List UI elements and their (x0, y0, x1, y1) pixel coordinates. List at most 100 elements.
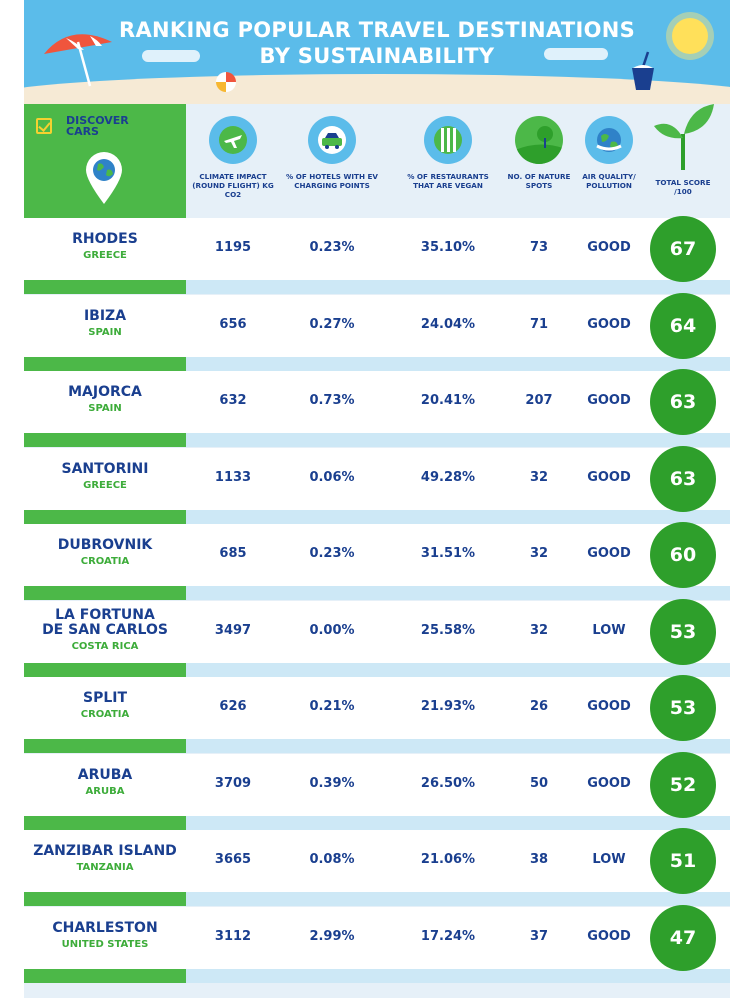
cell-ev-hotels: 0.06% (309, 469, 355, 485)
globe-icon (585, 116, 633, 164)
row-divider (24, 509, 730, 524)
cell-nature: 32 (529, 622, 549, 638)
row-background (24, 677, 730, 739)
cell-nature: 37 (529, 928, 549, 944)
table-row: ZANZIBAR ISLAND TANZANIA 3665 0.08% 21.06% 38… (24, 828, 730, 906)
cell-vegan: 24.04% (420, 316, 476, 332)
cell-air: GOOD (587, 928, 631, 944)
row-divider (24, 433, 730, 447)
sun-icon (672, 18, 708, 54)
cell-vegan: 21.06% (420, 852, 476, 867)
cell-air: GOOD (587, 699, 631, 714)
total-score-badge: 51 (650, 828, 716, 894)
row-divider (24, 892, 730, 906)
city-name: SANTORINI (61, 460, 149, 477)
row-green-bar (24, 815, 186, 830)
cell-nature: 73 (529, 240, 549, 255)
bucket-icon (632, 51, 654, 90)
table-row: SPLIT CROATIA 626 0.21% 21.93% 26 GOOD 53 (24, 675, 730, 753)
cell-nature: 207 (525, 393, 553, 408)
infographic: RANKING POPULAR TRAVEL DESTINATIONS BY S… (24, 0, 730, 998)
cell-nature: 71 (529, 316, 549, 332)
city-name: MAJORCA (68, 384, 142, 400)
cloud-icon (544, 48, 608, 60)
beach-umbrella-icon (44, 34, 112, 87)
city-name: LA FORTUNA DE SAN CARLOS (42, 606, 168, 638)
location-pin-icon (86, 152, 122, 204)
cell-climate: 626 (219, 699, 247, 714)
column-header-air-quality: AIR QUALITY/ POLLUTION (572, 104, 646, 218)
cell-vegan: 17.24% (420, 928, 476, 944)
city-name: RHODES (72, 231, 138, 247)
cell-climate: 3112 (214, 928, 252, 944)
row-green-bar (24, 433, 186, 447)
row-green-bar (24, 662, 186, 677)
table-row: RHODES GREECE 1195 0.23% 35.10% 73 GOOD 67 (24, 216, 730, 294)
tree-icon (515, 116, 563, 164)
column-header-climate: CLIMATE IMPACT (ROUND FLIGHT) KG CO2 (192, 104, 274, 218)
row-green-bar (24, 968, 186, 983)
column-header-vegan: % OF RESTAURANTS THAT ARE VEGAN (396, 104, 500, 218)
column-header-ev-hotels: % OF HOTELS WITH EV CHARGING POINTS (280, 104, 384, 218)
cell-vegan: 31.51% (420, 546, 476, 561)
table-row: CHARLESTON UNITED STATES 3112 2.99% 17.24% 37… (24, 904, 730, 983)
row-background (24, 294, 730, 357)
cell-air: GOOD (587, 316, 631, 332)
cell-climate: 632 (219, 393, 247, 408)
row-divider (24, 739, 730, 753)
row-background (24, 906, 730, 969)
row-background (24, 447, 730, 510)
column-header-total-score: TOTAL SCORE /100 (650, 104, 716, 218)
country-name: SPAIN (88, 403, 122, 414)
row-background (24, 830, 730, 892)
row-background (24, 371, 730, 433)
cell-nature: 38 (529, 852, 549, 867)
total-score-badge: 47 (650, 904, 716, 971)
total-score-badge: 67 (650, 216, 716, 282)
total-score-badge: 64 (650, 292, 716, 359)
cell-climate: 3497 (214, 622, 252, 638)
country-name: CROATIA (80, 709, 130, 720)
cell-climate: 3665 (214, 852, 252, 867)
ev-charging-car-icon (308, 116, 356, 164)
country-name: UNITED STATES (61, 938, 149, 950)
cell-air: GOOD (587, 240, 631, 255)
table-row: DUBROVNIK CROATIA 685 0.23% 31.51% 32 GOOD 60 (24, 522, 730, 600)
row-background (24, 218, 730, 280)
country-name: TANZANIA (76, 862, 134, 873)
cell-vegan: 21.93% (420, 699, 476, 714)
cell-climate: 656 (219, 316, 247, 332)
cell-air: GOOD (587, 469, 631, 485)
brand-box: DISCOVER CARS (24, 104, 186, 218)
cell-vegan: 20.41% (420, 393, 476, 408)
cell-vegan: 25.58% (420, 622, 476, 638)
table-row: IBIZA SPAIN 656 0.27% 24.04% 71 GOOD 64 (24, 292, 730, 371)
row-divider (24, 586, 730, 600)
total-score-badge: 63 (650, 369, 716, 435)
airplane-icon (209, 116, 257, 164)
beach-header: RANKING POPULAR TRAVEL DESTINATIONS BY S… (24, 0, 730, 104)
cutlery-icon (424, 116, 472, 164)
total-score-badge: 52 (650, 751, 716, 818)
cell-air: LOW (592, 852, 626, 867)
title-line-2: BY SUSTAINABILITY (259, 44, 495, 68)
table-row: LA FORTUNA DE SAN CARLOS COSTA RICA 3497 0.0… (24, 598, 730, 677)
cell-ev-hotels: 0.23% (309, 546, 355, 561)
table-row: MAJORCA SPAIN 632 0.73% 20.41% 207 GOOD 63 (24, 369, 730, 447)
city-name: ARUBA (77, 766, 133, 783)
brand-name: DISCOVER CARS (66, 114, 129, 138)
city-name: SPLIT (82, 690, 128, 706)
row-divider (24, 280, 730, 294)
table-row: ARUBA ARUBA 3709 0.39% 26.50% 50 GOOD 52 (24, 751, 730, 830)
cell-air: GOOD (587, 546, 631, 561)
row-green-bar (24, 586, 186, 600)
cell-nature: 32 (529, 546, 549, 561)
cell-air: GOOD (587, 393, 631, 408)
cell-climate: 1195 (214, 240, 252, 255)
cell-climate: 3709 (214, 775, 252, 791)
total-score-badge: 53 (650, 675, 716, 741)
sand-area (24, 74, 730, 104)
cell-ev-hotels: 0.23% (309, 240, 355, 255)
total-score-badge: 60 (650, 522, 716, 588)
cell-climate: 1133 (214, 469, 252, 485)
